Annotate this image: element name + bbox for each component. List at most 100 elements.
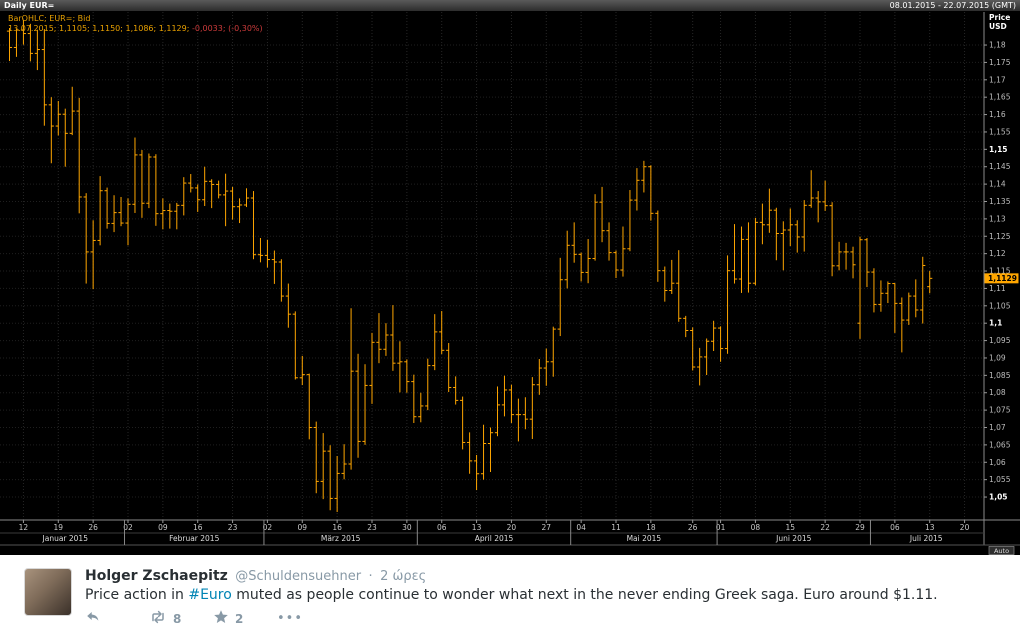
svg-text:März 2015: März 2015 [321,534,361,543]
tweet-timestamp[interactable]: 2 ώρες [380,569,427,584]
svg-text:02: 02 [123,523,133,532]
svg-text:18: 18 [646,523,656,532]
svg-text:1,17: 1,17 [989,75,1006,84]
svg-text:23: 23 [228,523,238,532]
tweet-text: Price action in #Euro muted as people co… [85,587,996,604]
svg-text:1,125: 1,125 [989,232,1011,241]
svg-text:01: 01 [716,523,726,532]
tweet-text-before: Price action in [85,587,189,603]
more-button[interactable]: ••• [277,611,341,626]
svg-text:Juni 2015: Juni 2015 [775,534,812,543]
tweet-author-handle[interactable]: @Schuldensuehner [235,569,362,584]
svg-text:Auto: Auto [994,547,1009,555]
svg-text:1,14: 1,14 [989,180,1006,189]
svg-text:20: 20 [507,523,517,532]
svg-text:11: 11 [611,523,621,532]
tweet-author-name[interactable]: Holger Zschaepitz [85,568,228,584]
svg-text:1,1: 1,1 [989,319,1002,328]
hashtag-link[interactable]: #Euro [188,587,232,603]
svg-text:1,085: 1,085 [989,371,1011,380]
svg-text:1,1129: 1,1129 [988,274,1017,283]
svg-text:13: 13 [472,523,482,532]
svg-text:19: 19 [54,523,64,532]
retweet-icon [149,609,167,628]
last-price-badge: 1,1129 [984,273,1019,284]
avatar[interactable] [24,568,72,616]
price-axis-title: Price USD [989,13,1011,31]
chart-gridlines [0,12,984,520]
svg-text:1,155: 1,155 [989,127,1011,136]
svg-text:09: 09 [158,523,168,532]
tweet-body: Holger Zschaepitz @Schuldensuehner · 2 ώ… [85,568,996,629]
svg-text:23: 23 [367,523,377,532]
tweet-meta-separator: · [368,569,373,584]
reply-button[interactable] [85,609,149,629]
svg-text:30: 30 [402,523,412,532]
chart-panel: Daily EUR= 08.01.2015 - 22.07.2015 (GMT)… [0,0,1020,555]
retweet-count: 8 [173,611,182,626]
svg-text:26: 26 [88,523,98,532]
svg-text:1,105: 1,105 [989,301,1011,310]
svg-text:1,09: 1,09 [989,353,1006,362]
chart-legend: BarOHLC; EUR=; Bid 13.07.2015; 1,1105; 1… [8,14,263,33]
svg-text:April 2015: April 2015 [475,534,514,543]
chart-date-range: 08.01.2015 - 22.07.2015 (GMT) [889,1,1016,10]
svg-text:1,08: 1,08 [989,388,1006,397]
svg-text:12: 12 [19,523,29,532]
svg-text:1,05: 1,05 [989,493,1008,502]
tweet-text-after: muted as people continue to wonder what … [231,587,938,603]
svg-text:1,145: 1,145 [989,162,1011,171]
svg-text:1,15: 1,15 [989,145,1008,154]
legend-series-label: BarOHLC; EUR=; Bid [8,14,91,23]
legend-change: -0,0033; (-0,30%) [189,23,263,33]
svg-text:1,11: 1,11 [989,284,1006,293]
svg-text:1,175: 1,175 [989,58,1011,67]
svg-text:15: 15 [786,523,796,532]
reply-icon [85,609,101,629]
svg-text:1,135: 1,135 [989,197,1011,206]
svg-text:26: 26 [688,523,698,532]
svg-text:16: 16 [332,523,342,532]
favorite-button[interactable]: 2 [213,609,277,629]
svg-text:Juli 2015: Juli 2015 [909,534,943,543]
retweet-button[interactable]: 8 [149,609,213,628]
svg-text:06: 06 [890,523,900,532]
svg-text:Februar 2015: Februar 2015 [169,534,219,543]
svg-text:02: 02 [263,523,273,532]
svg-text:06: 06 [437,523,447,532]
svg-text:09: 09 [298,523,308,532]
svg-text:1,055: 1,055 [989,475,1011,484]
favorite-count: 2 [235,611,244,626]
svg-text:22: 22 [820,523,830,532]
tweet: Holger Zschaepitz @Schuldensuehner · 2 ώ… [0,555,1020,629]
svg-text:1,13: 1,13 [989,214,1006,223]
svg-text:Mai 2015: Mai 2015 [627,534,662,543]
svg-text:16: 16 [193,523,203,532]
price-axis: 1,05 1,055 1,06 1,065 1,07 1,075 1,08 1,085 1,09… [983,12,1011,545]
svg-text:1,115: 1,115 [989,267,1011,276]
legend-ohlc-values: 13.07.2015; 1,1105; 1,1150; 1,1086; 1,11… [8,23,190,33]
star-icon [213,609,229,629]
svg-text:29: 29 [855,523,865,532]
svg-text:13: 13 [925,523,935,532]
svg-text:27: 27 [542,523,552,532]
svg-text:1,095: 1,095 [989,336,1011,345]
svg-text:1,12: 1,12 [989,249,1006,258]
time-axis: 12 19 26 02 09 16 23 02 09 16 23 30 06 13 20 27 04 11 18 26… [0,519,1020,555]
ohlc-bars [6,19,933,512]
svg-text:1,07: 1,07 [989,423,1006,432]
svg-text:04: 04 [576,523,586,532]
auto-button[interactable] [988,546,1015,555]
svg-text:Januar 2015: Januar 2015 [42,534,89,543]
chart-title: Daily EUR= [4,1,55,10]
svg-text:20: 20 [960,523,970,532]
svg-text:1,16: 1,16 [989,110,1006,119]
chart-titlebar: Daily EUR= 08.01.2015 - 22.07.2015 (GMT) [0,0,1020,12]
svg-text:08: 08 [751,523,761,532]
svg-text:1,18: 1,18 [989,41,1006,50]
svg-text:1,065: 1,065 [989,440,1011,449]
svg-text:1,06: 1,06 [989,458,1006,467]
tweet-header: Holger Zschaepitz @Schuldensuehner · 2 ώ… [85,568,996,585]
price-chart-canvas[interactable]: 1,05 1,055 1,06 1,065 1,07 1,075 1,08 1,085 1,09… [0,0,1020,555]
tweet-actions: 8 2 ••• [85,609,996,629]
